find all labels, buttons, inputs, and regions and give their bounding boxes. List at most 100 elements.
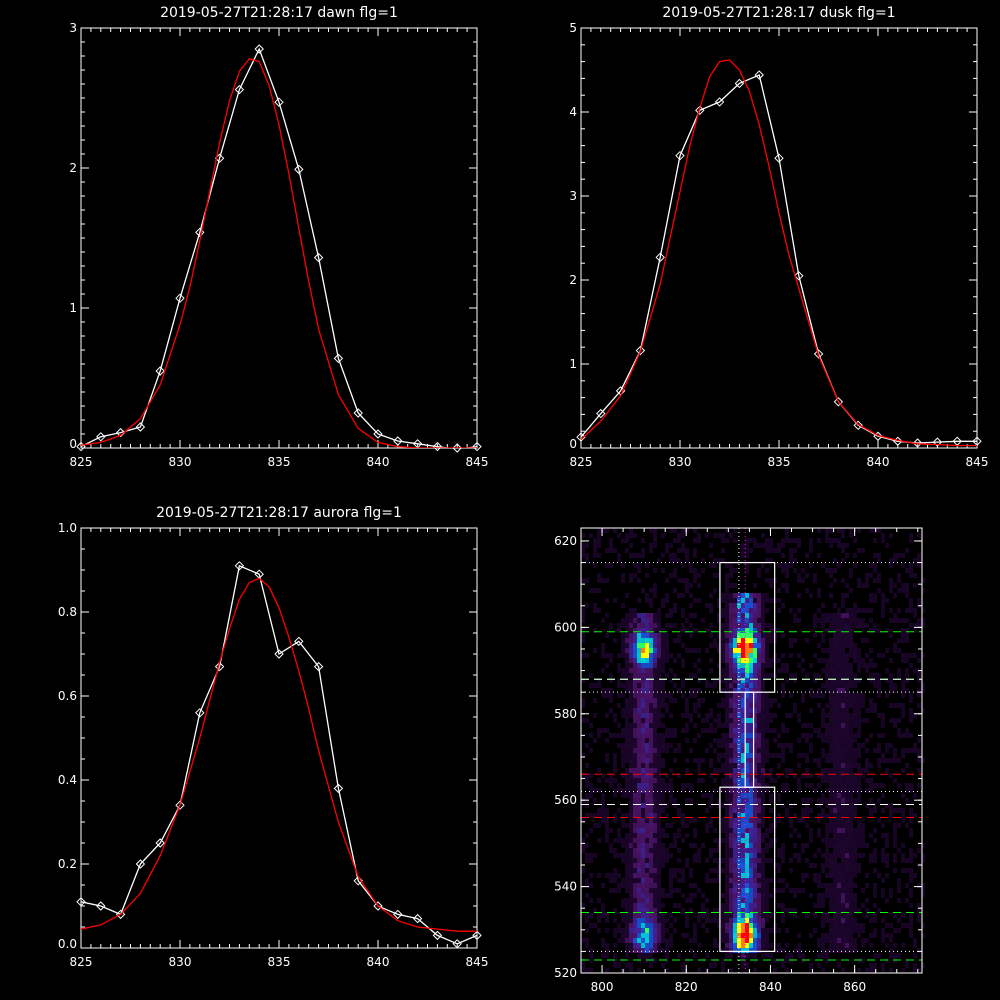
- dawn-data-point: [254, 44, 264, 54]
- selection-box: [719, 786, 776, 952]
- dawn-plot-title: 2019-05-27T21:28:17 dawn flg=1: [160, 5, 398, 21]
- dawn-data-point: [195, 227, 205, 238]
- aurora-data-point: [96, 901, 106, 911]
- aurora-data-point: [214, 661, 225, 672]
- aurora-data-point: [294, 636, 304, 647]
- dawn-xtick-label: 840: [367, 455, 390, 469]
- image-panel-ytick-label: 600: [554, 620, 577, 634]
- dawn-data-point: [432, 441, 443, 452]
- dusk-plot: 2019-05-27T21:28:17 dusk flg=1 825 830 835…: [569, 5, 988, 469]
- dusk-ytick-label: 4: [569, 105, 577, 119]
- aurora-xtick-label: 835: [268, 955, 291, 969]
- dusk-xtick-label: 830: [669, 455, 692, 469]
- dawn-data-point: [294, 164, 304, 175]
- heatmap-pixels: [581, 528, 925, 973]
- image-panel-ytick-label: 540: [554, 880, 577, 894]
- aurora-ytick-label: 1.0: [58, 521, 77, 535]
- dawn-data-point: [175, 293, 185, 303]
- dusk-ytick-label: 5: [569, 21, 577, 35]
- aurora-data-point: [472, 930, 482, 941]
- image-panel-frame: [580, 527, 923, 974]
- dusk-data-point: [754, 70, 764, 80]
- aurora-xtick-label: 830: [169, 955, 192, 969]
- dawn-ytick-label: 3: [69, 21, 77, 35]
- aurora-ytick-label: 0.4: [58, 773, 77, 787]
- aurora-ytick-label: 0.6: [58, 689, 77, 703]
- dusk-data-point: [813, 349, 824, 359]
- aurora-xtick-label: 845: [466, 955, 489, 969]
- dusk-fit-line: [581, 59, 977, 447]
- dusk-data-point: [714, 97, 725, 107]
- dusk-data-point: [655, 252, 665, 263]
- dawn-data-point: [115, 427, 126, 438]
- dusk-ytick-label: 0: [569, 437, 577, 451]
- aurora-data-line: [81, 564, 477, 945]
- dawn-data-point: [393, 436, 403, 446]
- dusk-xtick-label: 835: [768, 455, 791, 469]
- image-panel-ytick-label: 620: [554, 534, 577, 548]
- dawn-xtick-label: 845: [466, 455, 489, 469]
- dusk-data-point: [695, 105, 705, 116]
- dusk-ytick-label: 2: [569, 273, 577, 287]
- image-panel: 800 820 840 860 520 540 560 580 600 620: [554, 527, 925, 994]
- dusk-data-point: [576, 432, 586, 442]
- dusk-data-point: [853, 420, 863, 431]
- aurora-data-point: [333, 783, 344, 794]
- aurora-plot: 2019-05-27T21:28:17 aurora flg=1 825 830 8…: [58, 505, 489, 969]
- dawn-data-point: [333, 353, 344, 364]
- aurora-data-point: [115, 909, 126, 920]
- aurora-data-point: [432, 930, 443, 941]
- aurora-data-point: [135, 859, 146, 869]
- aurora-xtick-label: 825: [70, 955, 93, 969]
- image-panel-ytick-label: 560: [554, 793, 577, 807]
- dawn-data-point: [96, 432, 106, 442]
- dawn-data-point: [452, 443, 462, 453]
- dawn-fit-line: [81, 58, 477, 448]
- dusk-data-point: [873, 431, 883, 441]
- dusk-data-point: [734, 78, 745, 89]
- dawn-ytick-label: 1: [69, 301, 77, 315]
- dawn-data-point: [353, 408, 363, 418]
- dawn-data-point: [373, 429, 383, 439]
- image-panel-xtick-label: 800: [591, 980, 614, 994]
- dusk-plot-title: 2019-05-27T21:28:17 dusk flg=1: [662, 5, 895, 21]
- dusk-ytick-label: 3: [569, 189, 577, 203]
- aurora-fit-line: [81, 577, 477, 932]
- aurora-ytick-label: 0.2: [58, 857, 77, 871]
- dusk-data-point: [635, 345, 646, 356]
- aurora-data-point: [234, 561, 245, 571]
- dusk-data-point: [794, 271, 804, 281]
- dawn-ytick-label: 0: [69, 437, 77, 451]
- dusk-xtick-label: 840: [867, 455, 890, 469]
- dusk-xtick-label: 845: [966, 455, 989, 469]
- dawn-xtick-label: 835: [268, 455, 291, 469]
- aurora-data-point: [76, 897, 86, 907]
- aurora-xtick-label: 840: [367, 955, 390, 969]
- aurora-data-point: [452, 939, 462, 949]
- dawn-plot: 2019-05-27T21:28:17 dawn flg=1 825 830 835…: [69, 5, 488, 469]
- image-panel-xtick-label: 820: [675, 980, 698, 994]
- dusk-ytick-label: 1: [569, 357, 577, 371]
- aurora-data-point: [373, 901, 383, 911]
- dawn-data-point: [472, 441, 482, 452]
- aurora-data-point: [412, 913, 423, 924]
- aurora-ytick-label: 0.0: [58, 937, 77, 951]
- dawn-data-point: [155, 366, 165, 376]
- dawn-data-point: [135, 422, 146, 432]
- image-panel-xtick-label: 860: [843, 980, 866, 994]
- dawn-data-point: [313, 252, 324, 263]
- dusk-data-point: [596, 408, 606, 419]
- dawn-xtick-label: 830: [169, 455, 192, 469]
- image-panel-ytick-label: 580: [554, 707, 577, 721]
- dusk-data-point: [833, 397, 844, 407]
- dusk-data-point: [774, 153, 784, 163]
- dusk-data-point: [932, 437, 943, 447]
- aurora-data-point: [175, 800, 185, 810]
- dawn-xtick-label: 825: [70, 455, 93, 469]
- aurora-plot-title: 2019-05-27T21:28:17 aurora flg=1: [156, 505, 402, 521]
- aurora-data-point: [313, 661, 324, 672]
- dusk-data-point: [912, 438, 923, 448]
- image-panel-ytick-label: 520: [554, 966, 577, 980]
- dusk-data-point: [675, 150, 685, 161]
